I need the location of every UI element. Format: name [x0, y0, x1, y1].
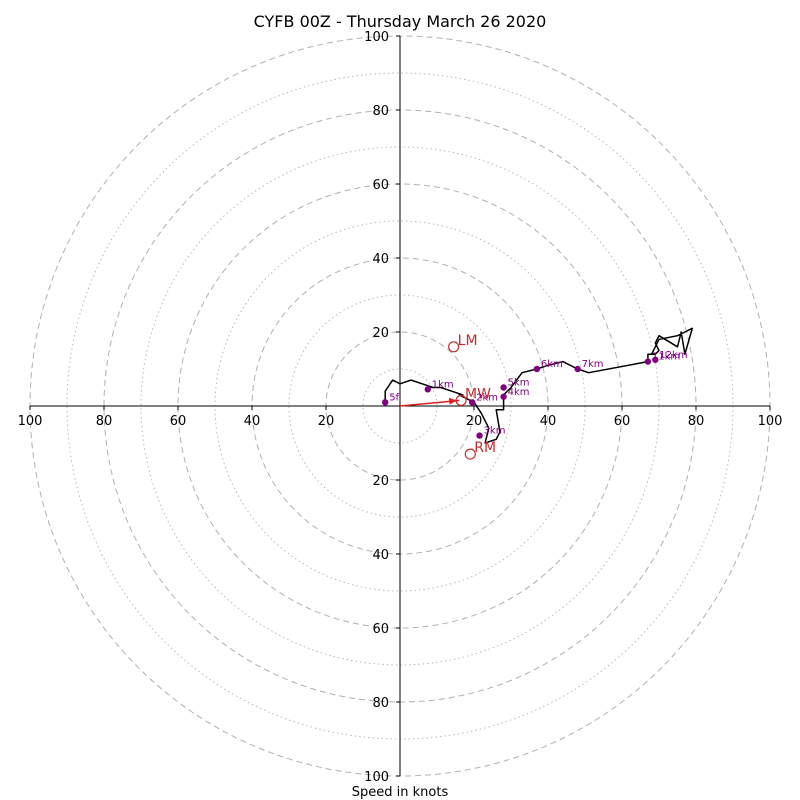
x-tick-label: 60: [170, 414, 187, 429]
shear-vector: [399, 397, 460, 407]
x-tick-label: 80: [96, 414, 113, 429]
motion-marker: [455, 394, 467, 407]
height-marker-label: 7km: [582, 359, 604, 370]
motion-marker: [448, 341, 460, 353]
motion-label: LM: [458, 333, 478, 349]
height-marker-dot: [500, 384, 507, 391]
y-tick-label: 40: [372, 252, 389, 267]
height-marker-dot: [533, 365, 541, 373]
y-tick-label: 100: [364, 770, 389, 785]
height-marker-label: 5km: [508, 378, 530, 389]
height-marker-label: 5f: [389, 392, 399, 403]
height-marker-dot: [500, 393, 507, 400]
chart-title: CYFB 00Z - Thursday March 26 2020: [254, 12, 547, 31]
height-marker-dot: [476, 432, 483, 439]
y-tick-label: 40: [372, 548, 389, 563]
height-marker-dot: [382, 399, 389, 406]
y-tick-label: 80: [372, 696, 389, 711]
x-tick-label: 60: [614, 414, 631, 429]
shear-vector-arrowhead: [448, 397, 458, 405]
x-tick-label: 80: [688, 414, 705, 429]
y-tick-label: 60: [372, 622, 389, 637]
tick-labels: 100 80 60 40 20 20 40 60 80 100 100 80 60 40 20 20 40 60 8…: [18, 30, 783, 785]
motion-marker: [464, 448, 476, 460]
storm-motion-markers: LM MW RM: [448, 333, 496, 460]
x-axis-label: Speed in knots: [352, 785, 449, 800]
x-tick-label: 20: [466, 414, 483, 429]
height-marker-label: 2km: [476, 392, 498, 403]
y-tick-label: 80: [372, 104, 389, 119]
x-tick-label: 100: [18, 414, 43, 429]
motion-label: RM: [474, 440, 496, 456]
height-marker-label: 6km: [541, 359, 563, 370]
height-marker-label: 4km: [508, 387, 530, 398]
height-marker-label: 1km: [432, 379, 454, 390]
height-marker-label: 3km: [484, 426, 506, 437]
y-tick-label: 20: [372, 326, 389, 341]
height-marker-dot: [424, 386, 431, 393]
x-tick-label: 20: [318, 414, 335, 429]
height-marker-dot: [574, 365, 581, 373]
x-tick-label: 40: [540, 414, 557, 429]
height-marker-dot: [652, 356, 659, 363]
x-tick-label: 100: [758, 414, 783, 429]
height-marker-label: 11km: [652, 352, 680, 363]
y-tick-label: 100: [364, 30, 389, 45]
motion-label: MW: [465, 386, 491, 402]
height-marker-dot: [468, 399, 476, 406]
y-tick-label: 20: [372, 474, 389, 489]
height-marker-dot: [644, 358, 652, 365]
x-tick-label: 40: [244, 414, 261, 429]
height-marker-label: 12km: [659, 350, 687, 361]
y-tick-label: 60: [372, 178, 389, 193]
